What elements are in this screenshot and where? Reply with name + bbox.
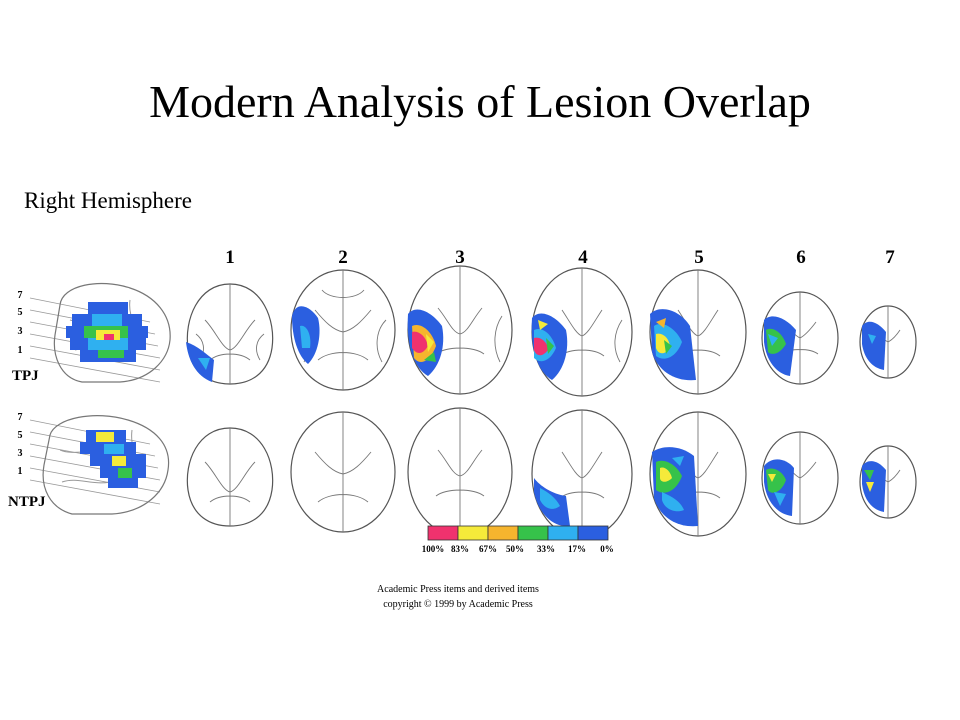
side-slice-tick: 1 [18,466,23,477]
legend-label: 0% [600,544,614,554]
legend-label: 83% [451,544,469,554]
legend-swatches [427,525,609,541]
credit-line-1: Academic Press items and derived items [377,584,539,595]
axial-slices-ntpj [186,407,917,539]
side-slice-tick: 3 [18,448,23,459]
legend-label: 33% [537,544,555,554]
axial-slice [407,265,513,395]
axial-slice [407,407,513,537]
row-label-ntpj: NTPJ [8,494,46,510]
publisher-credit: Academic Press items and derived items c… [377,584,539,610]
axial-slice [649,269,747,395]
axial-slice [290,269,396,391]
legend-swatch [547,525,579,541]
legend-swatch [457,525,489,541]
legend-swatch [517,525,549,541]
slide-title: Modern Analysis of Lesion Overlap [149,76,811,127]
slice-number: 1 [225,247,235,268]
overlap-color-legend: 100% 83% 67% 50% 33% 17% 0% [422,525,614,554]
side-slice-tick: 3 [18,326,23,337]
side-slice-tick: 1 [18,345,23,356]
axial-slice [186,427,274,527]
axial-slices-tpj [186,265,917,397]
slice-number: 5 [694,247,704,268]
slice-number: 3 [455,247,465,268]
axial-slice [761,431,839,525]
legend-swatch [427,525,459,541]
legend-swatch [487,525,519,541]
side-slice-tick: 7 [18,290,23,301]
slice-number: 2 [338,247,348,268]
side-slice-tick: 5 [18,430,23,441]
axial-slice [290,411,396,533]
slice-number: 4 [578,247,588,268]
side-slice-tick: 7 [18,412,23,423]
legend-label: 67% [479,544,497,554]
legend-swatch [577,525,609,541]
side-view-brain-ntpj: 7 5 3 1 NTPJ [8,412,170,515]
axial-slice [186,283,274,385]
slice-number-row: 1 2 3 4 5 6 7 [225,247,895,268]
axial-slice [761,291,839,385]
legend-label: 17% [568,544,586,554]
axial-slice [531,267,633,397]
legend-label: 100% [422,544,445,554]
slice-number: 6 [796,247,806,268]
axial-slice [531,409,633,539]
axial-slice [859,445,917,519]
lesion-overlap-figure: 1 2 3 4 5 6 7 7 5 3 [8,247,917,610]
slide-subtitle: Right Hemisphere [24,188,192,213]
slice-number: 7 [885,247,895,268]
side-slice-tick: 5 [18,307,23,318]
axial-slice [859,305,917,379]
row-label-tpj: TPJ [12,368,39,384]
credit-line-2: copyright © 1999 by Academic Press [383,599,533,610]
side-view-brain-tpj: 7 5 3 1 TPJ [12,282,171,384]
legend-label: 50% [506,544,524,554]
axial-slice [649,411,747,537]
